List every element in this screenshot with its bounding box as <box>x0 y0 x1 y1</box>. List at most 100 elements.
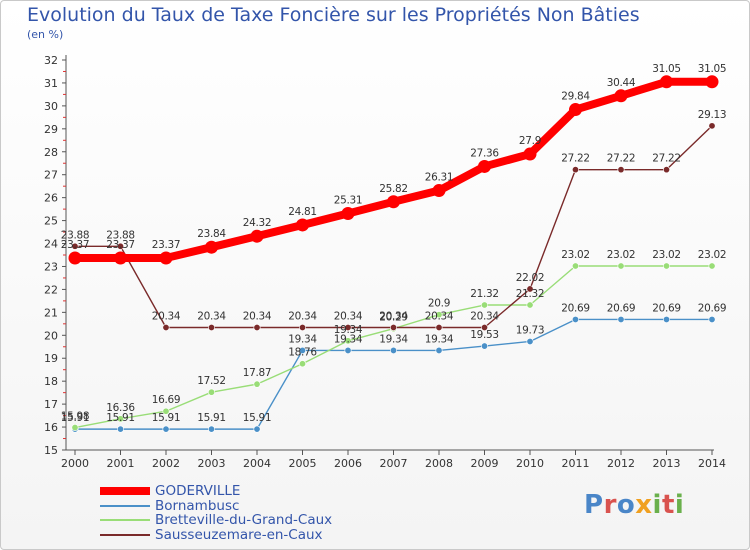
data-point <box>253 380 261 388</box>
data-point <box>480 301 488 309</box>
data-label: 23.37 <box>106 239 135 251</box>
data-label: 24.81 <box>288 206 317 218</box>
proxiti-logo: Proxiti <box>584 490 685 520</box>
data-point <box>432 184 446 198</box>
data-label: 23.37 <box>152 239 181 251</box>
data-point <box>298 360 306 368</box>
legend-label: Sausseuzemare-en-Caux <box>155 526 323 543</box>
data-point <box>68 251 82 265</box>
data-label: 20.34 <box>470 310 499 322</box>
data-point <box>253 425 261 433</box>
data-point <box>298 346 306 354</box>
data-label: 23.02 <box>607 249 636 261</box>
x-tick-label: 2009 <box>471 457 499 470</box>
y-tick-label: 20 <box>44 329 58 342</box>
data-label: 23.88 <box>106 229 135 241</box>
x-tick-label: 2005 <box>289 457 317 470</box>
x-tick-label: 2002 <box>152 457 180 470</box>
data-point <box>162 425 170 433</box>
data-label: 30.44 <box>607 77 636 89</box>
data-label: 27.22 <box>607 153 636 165</box>
data-label: 15.91 <box>243 412 272 424</box>
data-point <box>344 323 352 331</box>
legend-swatch <box>100 487 150 495</box>
data-label: 17.87 <box>243 367 272 379</box>
data-label: 21.32 <box>470 288 499 300</box>
data-label: 22.02 <box>516 272 545 284</box>
data-point <box>569 103 582 117</box>
data-label: 15.91 <box>106 412 135 424</box>
data-label: 15.91 <box>152 412 181 424</box>
data-point <box>344 346 352 354</box>
data-point <box>617 315 625 323</box>
data-point <box>71 242 79 250</box>
data-point <box>208 425 216 433</box>
data-label: 21.32 <box>516 288 545 300</box>
data-point <box>435 311 443 319</box>
data-label: 18.76 <box>288 347 317 359</box>
data-point <box>480 323 488 331</box>
data-label: 19.34 <box>288 333 317 345</box>
data-label: 27.22 <box>652 153 681 165</box>
data-label: 19.34 <box>334 333 363 345</box>
data-label: 20.69 <box>652 302 681 314</box>
legend-swatch <box>100 504 150 507</box>
data-label: 26.31 <box>425 172 454 184</box>
data-labels-layer: 15.91 15.91 15.91 15.91 15.91 19.34 19.34 19.34… <box>61 63 727 424</box>
data-point <box>389 346 397 354</box>
data-point <box>617 262 625 270</box>
y-tick-label: 24 <box>44 238 58 251</box>
data-label: 16.69 <box>152 394 181 406</box>
data-label: 15.91 <box>197 412 226 424</box>
y-tick-label: 26 <box>44 192 58 205</box>
y-tick-label: 17 <box>44 398 58 411</box>
data-point <box>435 346 443 354</box>
data-label: 29.13 <box>698 109 727 121</box>
x-tick-label: 2006 <box>334 457 362 470</box>
y-tick-label: 15 <box>44 444 58 457</box>
data-point <box>526 301 534 309</box>
legend-label: Bretteville-du-Grand-Caux <box>155 512 333 528</box>
data-label: 20.34 <box>425 310 454 322</box>
y-tick-label: 21 <box>44 306 58 319</box>
y-tick-label: 29 <box>44 123 58 136</box>
data-label: 20.34 <box>379 310 408 322</box>
data-point <box>614 89 628 103</box>
data-label: 15.98 <box>61 411 90 423</box>
x-tick-label: 2004 <box>243 457 271 470</box>
data-point <box>526 337 534 345</box>
y-tick-label: 30 <box>44 100 58 113</box>
data-point <box>708 315 716 323</box>
data-point <box>617 166 625 174</box>
data-point <box>571 166 579 174</box>
y-tick-label: 18 <box>44 375 58 388</box>
data-label: 19.73 <box>516 324 545 336</box>
data-point <box>662 166 670 174</box>
data-point <box>480 342 488 350</box>
x-tick-label: 2007 <box>380 457 408 470</box>
data-point <box>117 242 125 250</box>
data-point <box>708 122 716 130</box>
x-tick-label: 2011 <box>562 457 590 470</box>
data-label: 20.34 <box>197 310 226 322</box>
data-point <box>298 323 306 331</box>
data-point <box>296 218 309 232</box>
data-label: 20.69 <box>607 302 636 314</box>
data-point <box>250 229 264 243</box>
data-label: 15.91 <box>61 412 90 424</box>
data-label: 17.52 <box>197 375 226 387</box>
y-tick-label: 16 <box>44 421 58 434</box>
data-point <box>708 262 716 270</box>
legend-label: Bornambusc <box>155 497 240 514</box>
data-point <box>71 424 79 432</box>
data-label: 23.37 <box>61 239 90 251</box>
data-label: 19.34 <box>425 333 454 345</box>
data-label: 16.36 <box>106 402 135 414</box>
data-label: 20.34 <box>152 310 181 322</box>
data-label: 25.82 <box>379 183 408 195</box>
data-label: 27.36 <box>470 147 499 159</box>
data-point <box>387 195 400 209</box>
data-point <box>662 262 670 270</box>
data-point <box>253 323 261 331</box>
data-label: 27.22 <box>561 153 590 165</box>
